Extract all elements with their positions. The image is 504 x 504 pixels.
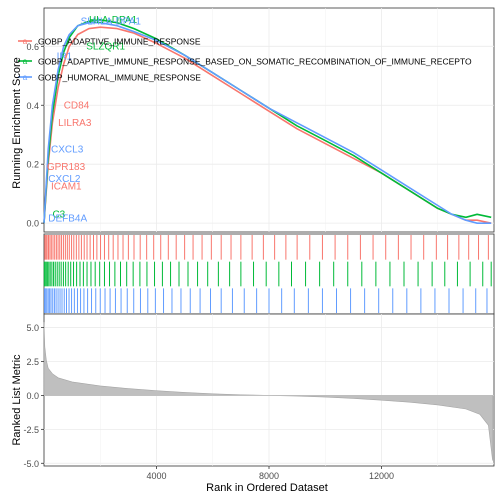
- gene-label: CD84: [64, 100, 90, 111]
- x-axis-title: Rank in Ordered Dataset: [206, 482, 328, 494]
- enrichment-line-3: [43, 21, 492, 224]
- gene-label: HLA-DPA1: [89, 15, 138, 26]
- legend-key-glyph: a: [23, 37, 28, 46]
- hit-rug-panel: [43, 235, 492, 313]
- y-tick-label: 2.5: [26, 357, 39, 367]
- legend-entry-3: GOBP_HUMORAL_IMMUNE_RESPONSE: [38, 73, 201, 83]
- legend-entry-2: GOBP_ADAPTIVE_IMMUNE_RESPONSE_BASED_ON_S…: [38, 57, 472, 67]
- x-axis-ticks: 4000 8000 12000: [146, 466, 394, 481]
- gene-label: ICAM1: [51, 181, 82, 192]
- gene-label: SLHLA-DPA1: [81, 16, 142, 27]
- gene-label: CXCL3: [51, 144, 84, 155]
- legend-key-glyph: a: [23, 57, 28, 66]
- legend-entry-1: GOBP_ADAPTIVE_IMMUNE_RESPONSE: [38, 37, 201, 47]
- y-tick-label: 0.2: [26, 160, 39, 170]
- gene-label: GPR183: [47, 162, 86, 173]
- enrichment-grid: [44, 8, 494, 232]
- x-tick-label: 12000: [369, 471, 394, 481]
- y-tick-label: -5.0: [23, 459, 39, 469]
- x-tick-label: 4000: [146, 471, 166, 481]
- gene-label: LILRA3: [58, 118, 92, 129]
- y-tick-label: 0.0: [26, 391, 39, 401]
- ranked-y-ticks: -5.0 -2.5 0.0 2.5 5.0: [23, 323, 44, 469]
- x-tick-label: 8000: [259, 471, 279, 481]
- ranked-metric-area: [43, 322, 494, 461]
- enrichment-lines: [43, 18, 492, 224]
- gene-label: SLZQR1: [86, 41, 125, 52]
- ranked-metric-shape: [43, 322, 493, 461]
- y-tick-label: 0.4: [26, 101, 39, 111]
- gene-label: IR1: [57, 52, 73, 63]
- y-tick-label: 5.0: [26, 323, 39, 333]
- legend-key-glyph: a: [23, 73, 28, 82]
- y-tick-label: 0.0: [26, 219, 39, 229]
- enrichment-y-ticks: 0.0 0.2 0.4 0.6: [26, 42, 44, 229]
- gene-label: CXCL2: [48, 174, 81, 185]
- y-axis-title-enrichment: Running Enrichment Score: [11, 57, 23, 188]
- y-tick-label: -2.5: [23, 425, 39, 435]
- y-tick-label: 0.6: [26, 42, 39, 52]
- gene-label: DEFB4A: [48, 214, 87, 225]
- y-axis-title-ranked: Ranked List Metric: [11, 354, 23, 446]
- gene-label: C3: [52, 209, 65, 220]
